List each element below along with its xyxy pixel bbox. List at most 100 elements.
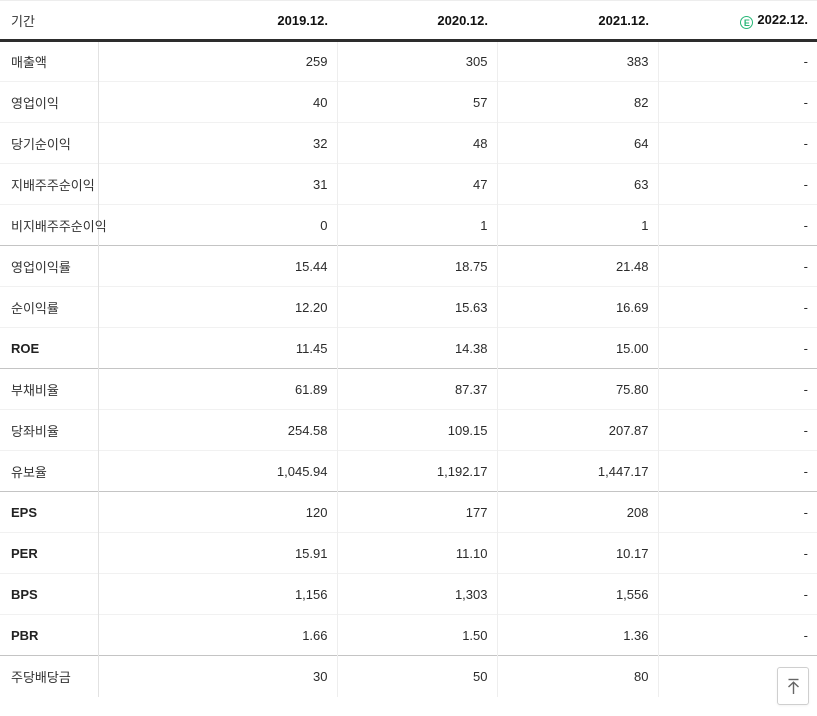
cell-2020: 177	[336, 491, 497, 533]
table-row-roe: ROE 11.45 14.38 15.00 -	[0, 327, 817, 369]
cell-2019: 259	[98, 40, 337, 82]
cell-2021: 82	[496, 81, 658, 123]
row-label: 당기순이익	[0, 122, 99, 164]
table-row-controlling-net-income: 지배주주순이익 31 47 63 -	[0, 163, 817, 205]
cell-2019: 0	[98, 204, 337, 246]
table-row-net-margin: 순이익률 12.20 15.63 16.69 -	[0, 286, 817, 328]
table-row-eps: EPS 120 177 208 -	[0, 491, 817, 533]
cell-2019: 1,156	[98, 573, 337, 615]
row-label: 당좌비율	[0, 409, 99, 451]
column-header-label: 2022.12.	[757, 11, 808, 27]
cell-2021: 1	[496, 204, 658, 246]
cell-2021: 75.80	[496, 368, 658, 410]
table-row-retention-ratio: 유보율 1,045.94 1,192.17 1,447.17 -	[0, 450, 817, 492]
table-row-dividend-per-share: 주당배당금 30 50 80 -	[0, 655, 817, 697]
cell-2022: -	[657, 122, 817, 164]
arrow-up-to-top-icon	[785, 677, 802, 696]
cell-2021: 63	[496, 163, 658, 205]
table-row-quick-ratio: 당좌비율 254.58 109.15 207.87 -	[0, 409, 817, 451]
cell-2019: 12.20	[98, 286, 337, 328]
row-label: PBR	[0, 614, 99, 656]
cell-2021: 1.36	[496, 614, 658, 656]
cell-2021: 383	[496, 40, 658, 82]
table-row-noncontrolling-net-income: 비지배주주순이익 0 1 1 -	[0, 204, 817, 246]
table-row-sales: 매출액 259 305 383 -	[0, 40, 817, 82]
cell-2021: 16.69	[496, 286, 658, 328]
cell-2020: 1	[336, 204, 497, 246]
cell-2019: 15.44	[98, 245, 337, 287]
row-label: 순이익률	[0, 286, 99, 328]
row-label: PER	[0, 532, 99, 574]
cell-2020: 18.75	[336, 245, 497, 287]
cell-2021: 10.17	[496, 532, 658, 574]
cell-2021: 207.87	[496, 409, 658, 451]
column-header-2022-12-estimate: E 2022.12.	[658, 0, 817, 41]
cell-2022: -	[657, 409, 817, 451]
row-label: 주당배당금	[0, 655, 99, 697]
cell-2022: -	[657, 327, 817, 369]
table-header-row: 기간 2019.12. 2020.12. 2021.12. E 2022.12.	[0, 0, 817, 41]
table-row-bps: BPS 1,156 1,303 1,556 -	[0, 573, 817, 615]
cell-2021: 15.00	[496, 327, 658, 369]
cell-2020: 305	[336, 40, 497, 82]
cell-2020: 1.50	[336, 614, 497, 656]
table-row-net-income: 당기순이익 32 48 64 -	[0, 122, 817, 164]
cell-2021: 1,556	[496, 573, 658, 615]
cell-2022: -	[657, 614, 817, 656]
cell-2020: 11.10	[336, 532, 497, 574]
cell-2019: 61.89	[98, 368, 337, 410]
cell-2020: 57	[336, 81, 497, 123]
row-label: 부채비율	[0, 368, 99, 410]
financial-data-table: 기간 2019.12. 2020.12. 2021.12. E 2022.12. …	[0, 0, 817, 697]
cell-2020: 50	[336, 655, 497, 697]
cell-2019: 11.45	[98, 327, 337, 369]
cell-2021: 1,447.17	[496, 450, 658, 492]
cell-2020: 14.38	[336, 327, 497, 369]
cell-2021: 21.48	[496, 245, 658, 287]
cell-2022: -	[657, 163, 817, 205]
cell-2021: 64	[496, 122, 658, 164]
table-row-operating-profit: 영업이익 40 57 82 -	[0, 81, 817, 123]
table-row-per: PER 15.91 11.10 10.17 -	[0, 532, 817, 574]
cell-2022: -	[657, 40, 817, 82]
row-label: 비지배주주순이익	[0, 204, 107, 246]
period-header: 기간	[0, 0, 98, 41]
row-label: 지배주주순이익	[0, 163, 99, 205]
estimate-icon: E	[740, 15, 754, 29]
cell-2019: 1.66	[98, 614, 337, 656]
cell-2021: 208	[496, 491, 658, 533]
cell-2019: 1,045.94	[98, 450, 337, 492]
row-label: EPS	[0, 491, 99, 533]
cell-2019: 15.91	[98, 532, 337, 574]
table-row-pbr: PBR 1.66 1.50 1.36 -	[0, 614, 817, 656]
row-label: 매출액	[0, 40, 99, 82]
row-label: ROE	[0, 327, 99, 369]
cell-2020: 87.37	[336, 368, 497, 410]
column-header-2020-12: 2020.12.	[337, 0, 497, 41]
row-label: 영업이익률	[0, 245, 99, 287]
cell-2019: 254.58	[98, 409, 337, 451]
cell-2019: 120	[98, 491, 337, 533]
cell-2022: -	[657, 450, 817, 492]
table-row-operating-margin: 영업이익률 15.44 18.75 21.48 -	[0, 245, 817, 287]
cell-2022: -	[657, 491, 817, 533]
row-label: 영업이익	[0, 81, 99, 123]
column-header-2021-12: 2021.12.	[497, 0, 658, 41]
cell-2022: -	[657, 532, 817, 574]
cell-2020: 48	[336, 122, 497, 164]
cell-2022: -	[657, 286, 817, 328]
cell-2020: 15.63	[336, 286, 497, 328]
row-label: 유보율	[0, 450, 99, 492]
cell-2019: 31	[98, 163, 337, 205]
row-label: BPS	[0, 573, 99, 615]
cell-2020: 109.15	[336, 409, 497, 451]
scroll-to-top-button[interactable]	[777, 667, 809, 705]
column-header-2019-12: 2019.12.	[98, 0, 337, 41]
cell-2020: 47	[336, 163, 497, 205]
cell-2020: 1,192.17	[336, 450, 497, 492]
cell-2019: 30	[98, 655, 337, 697]
cell-2020: 1,303	[336, 573, 497, 615]
cell-2019: 40	[98, 81, 337, 123]
table-row-debt-ratio: 부채비율 61.89 87.37 75.80 -	[0, 368, 817, 410]
